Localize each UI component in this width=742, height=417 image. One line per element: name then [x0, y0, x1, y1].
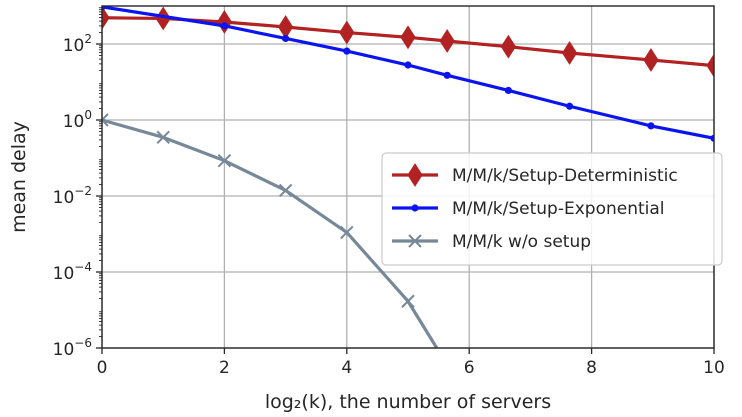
legend-label: M/M/k w/o setup: [452, 232, 591, 252]
series-line: [102, 6, 714, 140]
legend-item: M/M/k w/o setup: [392, 232, 591, 252]
series-0: [102, 6, 714, 78]
series-layer: [102, 6, 714, 348]
data-point: [339, 20, 355, 45]
data-point: [220, 22, 228, 30]
data-point: [647, 122, 655, 130]
x-tick-label: 2: [219, 358, 230, 378]
x-tick-label: 6: [464, 358, 475, 378]
data-point: [443, 71, 451, 79]
x-tick-label: 0: [97, 358, 108, 378]
data-point: [278, 15, 294, 39]
x-tick-label: 8: [586, 358, 597, 378]
series-2: [102, 113, 439, 348]
data-point: [439, 29, 455, 53]
legend: M/M/k/Setup-Deterministic M/M/k/Setup-Exp…: [381, 152, 723, 266]
data-point: [102, 113, 109, 127]
legend-marker: [407, 163, 423, 187]
data-point: [217, 153, 232, 168]
data-point: [401, 294, 415, 308]
legend-item: M/M/k/Setup-Exponential: [392, 199, 665, 219]
legend-marker: [411, 204, 419, 212]
legend-item: M/M/k/Setup-Deterministic: [392, 163, 678, 187]
data-point: [400, 25, 416, 50]
y-tick-label: 102: [63, 32, 92, 56]
legend-label: M/M/k/Setup-Exponential: [452, 199, 665, 219]
data-point: [561, 41, 578, 65]
y-tick-label: 10−4: [53, 260, 92, 284]
data-point: [500, 34, 516, 59]
series-1: [102, 6, 714, 142]
data-point: [710, 134, 714, 142]
data-point: [643, 48, 659, 72]
data-point: [404, 61, 412, 69]
y-tick-label: 100: [63, 108, 92, 132]
data-point: [216, 10, 232, 34]
ticks: 0 2 4 6 8 10 102 100 10−2 10−4 10−6: [53, 7, 725, 378]
x-axis-label: log₂(k), the number of servers: [265, 391, 551, 413]
data-point: [102, 6, 110, 30]
legend-box: [381, 152, 723, 266]
data-point: [340, 225, 354, 240]
data-point: [706, 53, 714, 78]
data-point: [504, 86, 512, 95]
legend-marker: [408, 234, 422, 248]
data-point: [282, 34, 290, 43]
x-tick-label: 10: [703, 358, 725, 378]
y-tick-label: 10−2: [53, 184, 92, 208]
data-point: [102, 6, 106, 11]
x-tick-label: 4: [341, 358, 352, 378]
data-point: [156, 130, 170, 145]
legend-label: M/M/k/Setup-Deterministic: [452, 166, 678, 186]
data-point: [565, 102, 574, 110]
data-point: [278, 183, 293, 198]
y-axis-label: mean delay: [8, 121, 30, 233]
y-tick-label: 10−6: [53, 336, 92, 360]
data-point: [343, 47, 351, 55]
